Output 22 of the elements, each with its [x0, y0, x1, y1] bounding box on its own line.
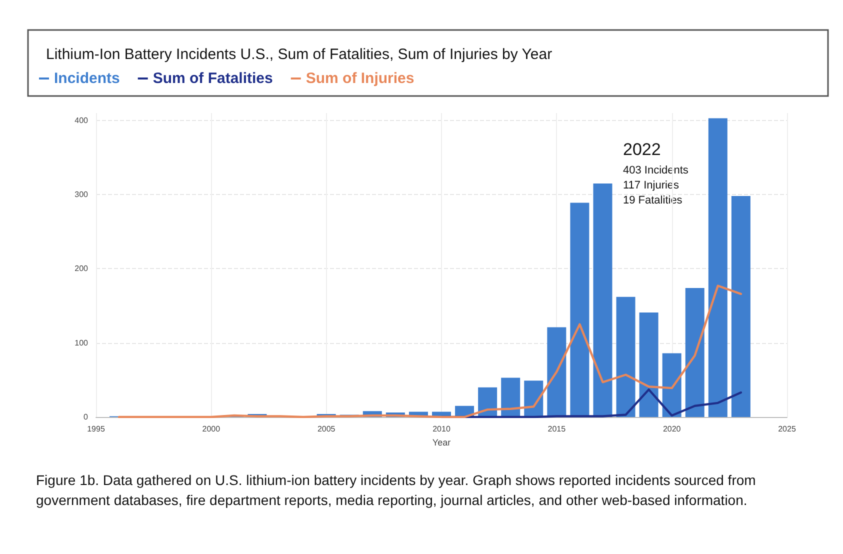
legend-label: Sum of Injuries — [306, 70, 414, 87]
x-tick-label: 2020 — [662, 424, 682, 434]
y-tick-label: 100 — [74, 338, 89, 348]
annotation: 403 Incidents — [623, 164, 689, 176]
annotation: 117 Injuries — [623, 180, 680, 192]
legend-label: Incidents — [54, 70, 120, 87]
y-tick-label: 300 — [74, 190, 89, 200]
y-tick-label: 0 — [84, 412, 89, 422]
y-tick-label: 400 — [74, 116, 89, 125]
y-tick-label: 200 — [74, 264, 89, 274]
legend-label: Sum of Fatalities — [152, 70, 273, 87]
x-tick-label: 2005 — [317, 424, 336, 434]
x-tick-label: 2000 — [202, 424, 221, 434]
annotation: 2022 — [623, 140, 661, 159]
x-axis-title: Year — [432, 437, 451, 448]
x-tick-label: 1995 — [87, 424, 106, 434]
annotation: 19 Fatalities — [623, 194, 683, 206]
caption: Figure 1b. Data gathered on U.S. lithium-ion battery incidents by year. Graph shows reported incidents sourced from government databases, fire department reports, media reporting, journal articles, and other web-based information. — [36, 472, 760, 508]
x-tick-label: 2010 — [432, 424, 451, 434]
chart-title: Lithium-Ion Battery Incidents U.S., Sum of Fatalities, Sum of Injuries by Year — [46, 46, 552, 63]
x-tick-label: 2015 — [548, 424, 566, 434]
x-tick-label: 2025 — [778, 424, 796, 434]
